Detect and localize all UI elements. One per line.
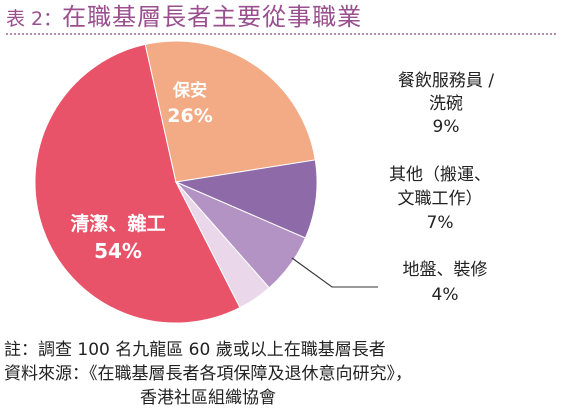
pie-slice-catering: [174, 159, 318, 239]
chart-title-text: 在職基層長者主要從事職業: [62, 3, 363, 31]
source-organisation: 香港社區組織協會: [140, 388, 276, 408]
pie-slice-cleaning: [34, 43, 241, 324]
source-text: 資料來源：《在職基層長者各項保障及退休意向研究》，: [4, 364, 412, 384]
leader-line-renovation: [291, 257, 378, 288]
chart-title: 表 2：在職基層長者主要從事職業: [6, 2, 362, 35]
footnotes: 註：調查 100 名九龍區 60 歲或以上在職基層長者 資料來源：《在職基層長者…: [4, 338, 412, 410]
table-number: 表 2：: [6, 8, 63, 30]
slice-label-catering-line-1: 餐飲服務員 /: [398, 71, 494, 91]
slice-label-others-line-1: 其他（搬運、: [389, 165, 491, 185]
note-text: 註：調查 100 名九龍區 60 歲或以上在職基層長者: [4, 340, 386, 360]
slice-label-security: 保安: [172, 80, 207, 101]
title-divider: [6, 33, 556, 35]
slice-value-others: 7%: [427, 213, 454, 233]
slice-label-renovation-line-1: 地盤、裝修: [403, 260, 488, 280]
pie-slice-renovation: [175, 181, 270, 309]
slice-label-others-line-2: 文職工作）: [398, 189, 483, 209]
slice-value-security: 26%: [167, 105, 212, 127]
slice-value-renovation: 4%: [432, 285, 459, 305]
slice-label-catering-line-2: 洗碗: [429, 94, 463, 114]
pie-slice-security: [144, 40, 316, 183]
slice-value-cleaning: 54%: [94, 239, 142, 263]
slice-label-cleaning: 清潔、雜工: [70, 212, 165, 235]
slice-value-catering: 9%: [433, 117, 460, 137]
